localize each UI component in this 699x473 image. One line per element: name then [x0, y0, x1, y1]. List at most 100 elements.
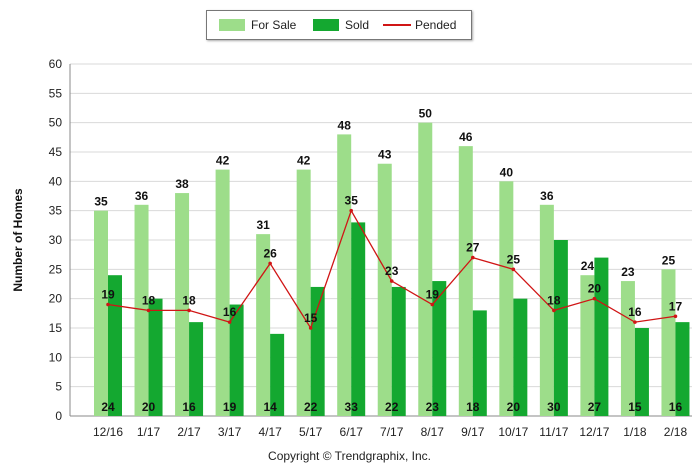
- x-tick-label: 9/17: [461, 425, 485, 439]
- x-tick-label: 8/17: [421, 425, 445, 439]
- x-tick-label: 12/16: [93, 425, 123, 439]
- legend-label-sold: Sold: [345, 18, 370, 32]
- pended-point: [673, 314, 678, 319]
- bar-for-sale: [620, 281, 635, 416]
- bars: [94, 122, 690, 417]
- bar-for-sale: [134, 204, 149, 416]
- bar-sold: [351, 222, 366, 416]
- label-pended: 23: [385, 264, 399, 278]
- bar-for-sale: [539, 204, 554, 416]
- y-tick-label: 0: [55, 409, 62, 423]
- bar-sold: [148, 298, 163, 416]
- pended-line: [106, 208, 678, 330]
- bar-for-sale: [94, 210, 108, 416]
- x-tick-label: 11/17: [539, 425, 568, 439]
- label-pended: 19: [426, 288, 440, 302]
- legend-label-pended: Pended: [415, 18, 457, 32]
- x-tick-label: 5/17: [299, 425, 323, 439]
- label-for-sale: 40: [500, 165, 514, 179]
- pended-point: [268, 261, 272, 266]
- label-sold: 14: [263, 400, 277, 414]
- y-tick-label: 15: [49, 321, 63, 335]
- pended-point: [308, 326, 313, 330]
- pended-point: [146, 308, 151, 313]
- label-pended: 35: [345, 194, 359, 208]
- y-tick-label: 50: [49, 116, 63, 130]
- pended-point: [430, 302, 435, 307]
- bar-sold: [391, 286, 406, 416]
- x-tick-label: 10/17: [498, 425, 528, 439]
- label-pended: 25: [507, 252, 521, 266]
- label-sold: 22: [304, 400, 318, 414]
- copyright-footer: Copyright © Trendgraphix, Inc.: [268, 449, 431, 463]
- legend-swatch-pended: [383, 24, 411, 26]
- label-for-sale: 24: [581, 259, 595, 273]
- bar-sold: [675, 322, 690, 416]
- label-pended: 18: [547, 293, 561, 307]
- bar-sold: [513, 298, 528, 416]
- pended-point: [592, 296, 597, 301]
- label-for-sale: 48: [338, 118, 352, 132]
- pended-point: [552, 308, 556, 313]
- x-tick-label: 12/17: [579, 425, 609, 439]
- y-tick-label: 40: [49, 174, 63, 188]
- label-for-sale: 50: [419, 107, 433, 121]
- label-sold: 16: [669, 400, 683, 414]
- y-tick-label: 55: [49, 86, 63, 100]
- label-pended: 16: [628, 305, 642, 319]
- x-tick-label: 1/17: [137, 425, 161, 439]
- label-sold: 15: [628, 400, 642, 414]
- label-for-sale: 38: [175, 177, 189, 191]
- label-for-sale: 25: [662, 253, 676, 267]
- bar-sold: [432, 281, 447, 416]
- bar-sold: [229, 304, 244, 416]
- y-tick-label: 60: [49, 57, 63, 71]
- label-sold: 22: [385, 400, 399, 414]
- legend: For Sale Sold Pended: [206, 10, 472, 40]
- bar-for-sale: [337, 134, 352, 416]
- label-sold: 24: [101, 400, 115, 414]
- y-axis-label: Number of Homes: [11, 188, 25, 292]
- y-tick-label: 5: [55, 380, 62, 394]
- pended-point: [389, 279, 394, 283]
- bar-sold: [553, 240, 568, 416]
- label-for-sale: 42: [297, 154, 311, 168]
- label-pended: 20: [588, 282, 602, 296]
- label-for-sale: 42: [216, 154, 230, 168]
- label-pended: 26: [263, 246, 277, 260]
- pended-point: [511, 267, 516, 272]
- pended-point: [633, 320, 637, 324]
- label-pended: 18: [142, 293, 156, 307]
- label-for-sale: 23: [621, 265, 635, 279]
- label-pended: 18: [182, 293, 196, 307]
- pended-point: [471, 255, 475, 260]
- pended-point: [106, 302, 110, 307]
- label-pended: 17: [669, 299, 683, 313]
- pended-point: [187, 308, 191, 313]
- y-tick-label: 20: [49, 292, 63, 306]
- label-sold: 19: [223, 400, 237, 414]
- bar-for-sale: [377, 163, 392, 416]
- y-tick-label: 25: [49, 262, 63, 276]
- label-pended: 16: [223, 305, 237, 319]
- label-for-sale: 43: [378, 148, 392, 162]
- bar-sold: [594, 257, 609, 416]
- bar-for-sale: [256, 234, 271, 416]
- x-tick-label: 1/18: [623, 425, 647, 439]
- bar-for-sale: [296, 169, 311, 416]
- legend-swatch-for-sale: [219, 19, 245, 31]
- label-sold: 30: [547, 400, 561, 414]
- label-for-sale: 31: [256, 218, 270, 232]
- label-for-sale: 36: [540, 189, 554, 203]
- bar-sold: [108, 275, 122, 416]
- label-for-sale: 35: [94, 195, 108, 209]
- bar-sold: [634, 328, 649, 416]
- label-sold: 18: [466, 400, 480, 414]
- bar-for-sale: [175, 193, 190, 416]
- pended-point: [349, 208, 354, 213]
- label-pended: 15: [304, 311, 318, 325]
- bar-for-sale: [458, 146, 473, 416]
- data-labels: 35 24 36 20 38 16 42 19 31 14 42 22 48 33 43 22 50 23 46 18…: [94, 107, 682, 414]
- label-pended: 27: [466, 241, 480, 255]
